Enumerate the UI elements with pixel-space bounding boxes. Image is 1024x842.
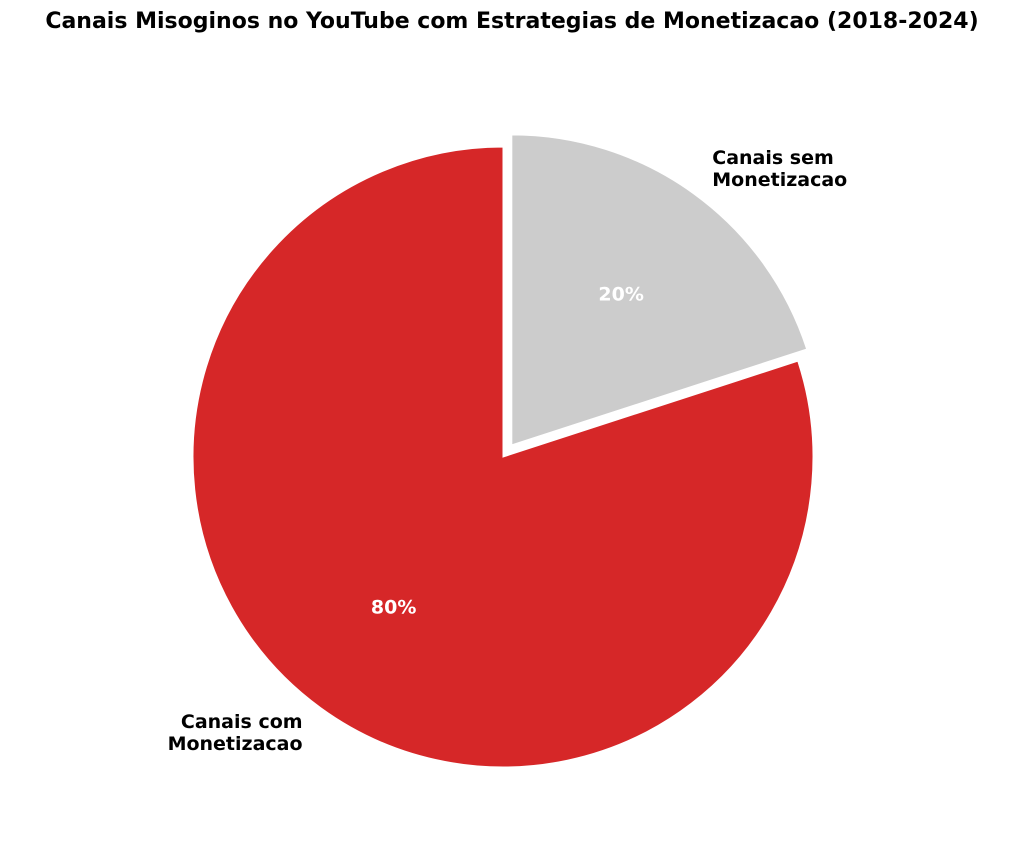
slice-category-label-2: Canais com Monetizacao <box>168 711 303 755</box>
category-label-line: Monetizacao <box>712 169 847 191</box>
category-label-line: Canais sem <box>712 147 834 169</box>
slice-category-label-1: Canais sem Monetizacao <box>712 147 847 191</box>
category-label-line: Canais com <box>181 711 303 733</box>
pie-slice-1 <box>511 134 808 446</box>
category-label-line: Monetizacao <box>168 733 303 755</box>
slice-percent-label-2: 80% <box>371 596 416 618</box>
pie-slice-2 <box>192 146 814 768</box>
pie-slices <box>192 134 814 768</box>
chart-title: Canais Misoginos no YouTube com Estrateg… <box>45 9 978 34</box>
slice-percent-label-1: 20% <box>598 283 643 305</box>
